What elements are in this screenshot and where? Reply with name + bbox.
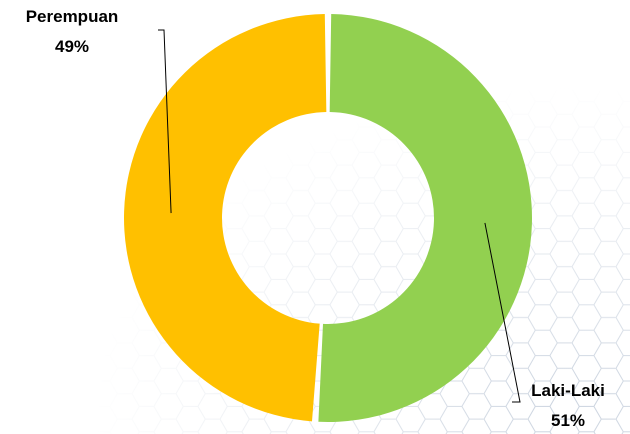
donut-slice-perempuan bbox=[124, 14, 327, 422]
slice-label-perempuan: Perempuan bbox=[26, 7, 119, 26]
leader-line-perempuan bbox=[158, 29, 172, 214]
slice-value-perempuan: 49% bbox=[55, 37, 89, 56]
slice-labels: Laki-Laki 51% Perempuan 49% bbox=[26, 7, 605, 430]
donut-slices bbox=[124, 14, 533, 423]
donut-slice-laki-laki bbox=[318, 14, 533, 423]
slice-label-laki-laki: Laki-Laki bbox=[531, 381, 605, 400]
slice-value-laki-laki: 51% bbox=[551, 411, 585, 430]
leader-line-laki-laki bbox=[484, 222, 521, 403]
leader-lines bbox=[158, 29, 521, 403]
